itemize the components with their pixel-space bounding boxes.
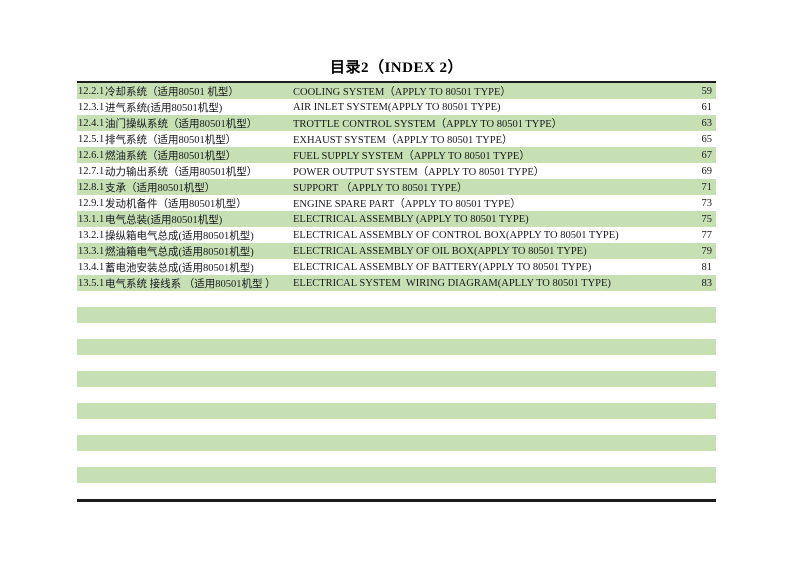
toc-empty-row xyxy=(77,291,716,307)
toc-row: 12.9.1 发动机备件（适用80501机型） ENGINE SPARE PAR… xyxy=(77,195,716,211)
toc-row: 12.3.1 进气系统(适用80501机型) AIR INLET SYSTEM(… xyxy=(77,99,716,115)
toc-empty-row xyxy=(77,435,716,451)
toc-row-title-en: EXHAUST SYSTEM（APPLY TO 80501 TYPE） xyxy=(293,134,513,146)
toc-row-page: 77 xyxy=(701,229,713,241)
toc-row-index: 13.4.1 xyxy=(78,261,105,273)
toc-row-title-en: ELECTRICAL SYSTEM WIRING DIAGRAM(APLLY T… xyxy=(293,277,611,289)
toc-row-title-zh: 燃油系统（适用80501机型） xyxy=(105,150,237,162)
toc-row-page: 67 xyxy=(701,149,713,161)
toc-empty-row xyxy=(77,467,716,483)
toc-row: 13.4.1 蓄电池安装总成(适用80501机型) ELECTRICAL ASS… xyxy=(77,259,716,275)
toc-row-title-zh: 进气系统(适用80501机型) xyxy=(105,102,223,114)
toc-row-page: 81 xyxy=(701,261,713,273)
toc-table: 12.2.1 冷却系统（适用80501 机型） COOLING SYSTEM（A… xyxy=(77,81,716,502)
toc-row-index: 12.6.1 xyxy=(78,149,105,161)
toc-row-index: 13.1.1 xyxy=(78,213,105,225)
toc-empty-row xyxy=(77,355,716,371)
toc-row: 12.4.1 油门操纵系统（适用80501机型） TROTTLE CONTROL… xyxy=(77,115,716,131)
toc-row-title-zh: 操纵箱电气总成(适用80501机型) xyxy=(105,230,254,242)
toc-row-title-en: ENGINE SPARE PART（APPLY TO 80501 TYPE） xyxy=(293,198,521,210)
toc-row-page: 79 xyxy=(701,245,713,257)
toc-row-index: 12.5.1 xyxy=(78,133,105,145)
toc-row-title-zh: 动力输出系统（适用80501机型） xyxy=(105,166,258,178)
toc-row-index: 12.9.1 xyxy=(78,197,105,209)
toc-row-title-zh: 蓄电池安装总成(适用80501机型) xyxy=(105,262,254,274)
toc-row-page: 65 xyxy=(701,133,713,145)
toc-row-index: 12.8.1 xyxy=(78,181,105,193)
toc-row-index: 13.3.1 xyxy=(78,245,105,257)
toc-row: 13.1.1 电气总装(适用80501机型) ELECTRICAL ASSEMB… xyxy=(77,211,716,227)
toc-row-title-zh: 支承（适用80501机型） xyxy=(105,182,216,194)
toc-row-title-zh: 冷却系统（适用80501 机型） xyxy=(105,86,239,98)
toc-row-title-en: ELECTRICAL ASSEMBLY OF OIL BOX(APPLY TO … xyxy=(293,245,587,257)
toc-row: 12.7.1 动力输出系统（适用80501机型） POWER OUTPUT SY… xyxy=(77,163,716,179)
toc-row-title-en: ELECTRICAL ASSEMBLY OF CONTROL BOX(APPLY… xyxy=(293,229,619,241)
toc-row-index: 12.7.1 xyxy=(78,165,105,177)
toc-row-title-en: FUEL SUPPLY SYSTEM（APPLY TO 80501 TYPE） xyxy=(293,150,530,162)
toc-empty-row xyxy=(77,451,716,467)
toc-empty-row xyxy=(77,323,716,339)
toc-row-title-en: TROTTLE CONTROL SYSTEM（APPLY TO 80501 TY… xyxy=(293,118,563,130)
toc-row-page: 71 xyxy=(701,181,713,193)
toc-row-index: 13.2.1 xyxy=(78,229,105,241)
toc-row: 12.5.1 排气系统（适用80501机型） EXHAUST SYSTEM（AP… xyxy=(77,131,716,147)
toc-row-page: 59 xyxy=(701,85,713,97)
toc-row-page: 69 xyxy=(701,165,713,177)
toc-row: 12.6.1 燃油系统（适用80501机型） FUEL SUPPLY SYSTE… xyxy=(77,147,716,163)
toc-row-page: 75 xyxy=(701,213,713,225)
toc-row: 13.3.1 燃油箱电气总成(适用80501机型) ELECTRICAL ASS… xyxy=(77,243,716,259)
toc-row-title-zh: 电气总装(适用80501机型) xyxy=(105,214,223,226)
toc-empty-row xyxy=(77,387,716,403)
toc-empty-row xyxy=(77,371,716,387)
toc-row-title-zh: 油门操纵系统（适用80501机型） xyxy=(105,118,258,130)
toc-row-index: 12.2.1 xyxy=(78,85,105,97)
toc-row-title-en: ELECTRICAL ASSEMBLY OF BATTERY(APPLY TO … xyxy=(293,261,592,273)
toc-row-title-en: POWER OUTPUT SYSTEM（APPLY TO 80501 TYPE） xyxy=(293,166,545,178)
toc-row-title-zh: 燃油箱电气总成(适用80501机型) xyxy=(105,246,254,258)
toc-row: 12.2.1 冷却系统（适用80501 机型） COOLING SYSTEM（A… xyxy=(77,83,716,99)
toc-row: 12.8.1 支承（适用80501机型） SUPPORT （APPLY TO 8… xyxy=(77,179,716,195)
toc-empty-row xyxy=(77,483,716,499)
toc-row-page: 73 xyxy=(701,197,713,209)
page-title: 目录2（INDEX 2） xyxy=(329,60,464,76)
toc-row-page: 61 xyxy=(701,101,713,113)
toc-row-page: 63 xyxy=(701,117,713,129)
toc-empty-row xyxy=(77,307,716,323)
toc-row-title-zh: 发动机备件（适用80501机型） xyxy=(105,198,247,210)
toc-row-index: 12.3.1 xyxy=(78,101,105,113)
toc-row-title-en: COOLING SYSTEM（APPLY TO 80501 TYPE） xyxy=(293,86,511,98)
toc-row-title-zh: 排气系统（适用80501机型） xyxy=(105,134,237,146)
toc-row: 13.2.1 操纵箱电气总成(适用80501机型) ELECTRICAL ASS… xyxy=(77,227,716,243)
toc-row-title-en: SUPPORT （APPLY TO 80501 TYPE） xyxy=(293,182,468,194)
toc-row-index: 13.5.1 xyxy=(78,277,105,289)
toc-row-index: 12.4.1 xyxy=(78,117,105,129)
toc-row-title-en: ELECTRICAL ASSEMBLY (APPLY TO 80501 TYPE… xyxy=(293,213,529,225)
toc-empty-row xyxy=(77,339,716,355)
toc-row-title-zh: 电气系统 接线系 （适用80501机型 ） xyxy=(105,278,276,290)
toc-empty-row xyxy=(77,419,716,435)
toc-row-title-en: AIR INLET SYSTEM(APPLY TO 80501 TYPE) xyxy=(293,101,501,113)
toc-row: 13.5.1 电气系统 接线系 （适用80501机型 ） ELECTRICAL … xyxy=(77,275,716,291)
toc-row-page: 83 xyxy=(701,277,713,289)
toc-empty-row xyxy=(77,403,716,419)
